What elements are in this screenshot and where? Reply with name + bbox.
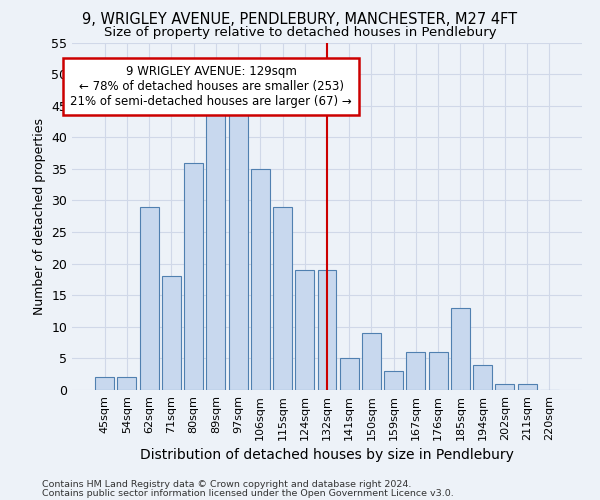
Bar [340, 358, 359, 390]
Bar [384, 371, 403, 390]
Bar [140, 207, 158, 390]
Bar [406, 352, 425, 390]
Bar [473, 364, 492, 390]
Bar [273, 207, 292, 390]
Text: Size of property relative to detached houses in Pendlebury: Size of property relative to detached ho… [104, 26, 496, 39]
Bar [362, 333, 381, 390]
Text: Contains HM Land Registry data © Crown copyright and database right 2024.: Contains HM Land Registry data © Crown c… [42, 480, 412, 489]
Bar [429, 352, 448, 390]
Bar [184, 162, 203, 390]
Bar [317, 270, 337, 390]
Bar [451, 308, 470, 390]
Bar [295, 270, 314, 390]
X-axis label: Distribution of detached houses by size in Pendlebury: Distribution of detached houses by size … [140, 448, 514, 462]
Bar [518, 384, 536, 390]
Bar [229, 100, 248, 390]
Bar [95, 378, 114, 390]
Bar [251, 169, 270, 390]
Text: Contains public sector information licensed under the Open Government Licence v3: Contains public sector information licen… [42, 488, 454, 498]
Bar [162, 276, 181, 390]
Bar [496, 384, 514, 390]
Bar [118, 378, 136, 390]
Bar [206, 112, 225, 390]
Y-axis label: Number of detached properties: Number of detached properties [32, 118, 46, 315]
Text: 9 WRIGLEY AVENUE: 129sqm
← 78% of detached houses are smaller (253)
21% of semi-: 9 WRIGLEY AVENUE: 129sqm ← 78% of detach… [70, 64, 352, 108]
Text: 9, WRIGLEY AVENUE, PENDLEBURY, MANCHESTER, M27 4FT: 9, WRIGLEY AVENUE, PENDLEBURY, MANCHESTE… [82, 12, 518, 28]
